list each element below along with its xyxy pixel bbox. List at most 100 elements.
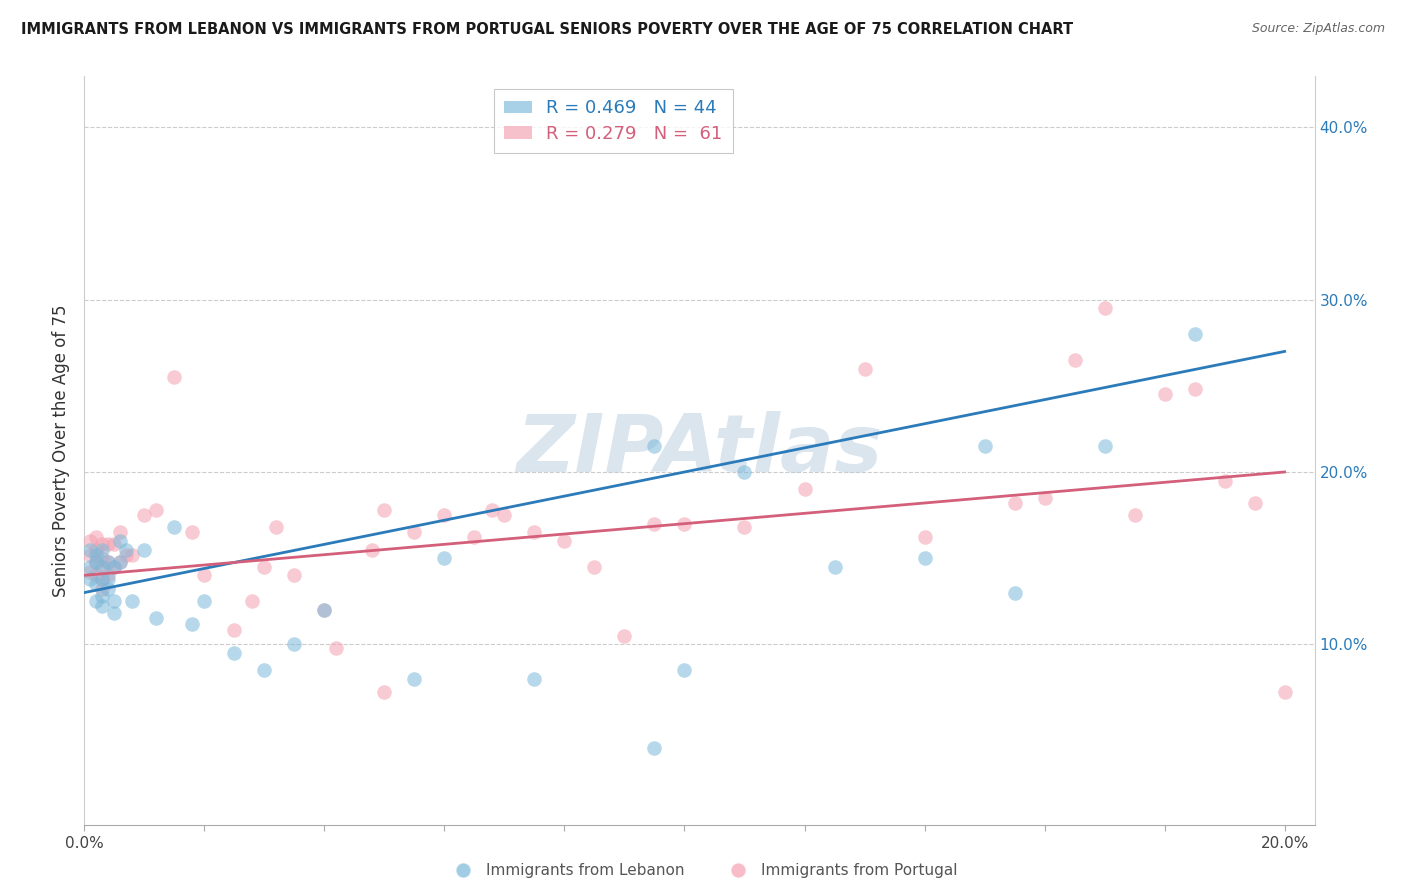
Point xyxy=(97,537,120,551)
Point xyxy=(734,465,756,479)
Point xyxy=(86,555,108,569)
Text: IMMIGRANTS FROM LEBANON VS IMMIGRANTS FROM PORTUGAL SENIORS POVERTY OVER THE AGE: IMMIGRANTS FROM LEBANON VS IMMIGRANTS FR… xyxy=(21,22,1073,37)
Point xyxy=(86,568,108,582)
Point xyxy=(404,525,426,540)
Point xyxy=(91,572,114,586)
Point xyxy=(103,606,125,620)
Point xyxy=(824,559,846,574)
Point xyxy=(253,559,276,574)
Point xyxy=(97,568,120,582)
Point xyxy=(643,439,665,453)
Point xyxy=(1243,496,1265,510)
Point xyxy=(110,533,132,548)
Point xyxy=(115,542,138,557)
Point xyxy=(613,629,636,643)
Point xyxy=(79,548,101,562)
Point xyxy=(1094,301,1116,316)
Point xyxy=(193,568,215,582)
Point xyxy=(1184,382,1206,396)
Point xyxy=(91,589,114,603)
Point xyxy=(463,531,485,545)
Point xyxy=(145,611,167,625)
Point xyxy=(103,559,125,574)
Point xyxy=(193,594,215,608)
Point xyxy=(86,542,108,557)
Point xyxy=(361,542,384,557)
Point xyxy=(793,482,815,496)
Point xyxy=(110,555,132,569)
Point xyxy=(914,551,936,566)
Point xyxy=(97,555,120,569)
Point xyxy=(181,525,204,540)
Point xyxy=(97,555,120,569)
Point xyxy=(163,520,186,534)
Point xyxy=(91,599,114,614)
Point xyxy=(97,582,120,596)
Point xyxy=(91,537,114,551)
Point xyxy=(79,572,101,586)
Point xyxy=(673,663,696,677)
Point xyxy=(91,572,114,586)
Point xyxy=(97,572,120,586)
Point xyxy=(103,594,125,608)
Point xyxy=(91,551,114,566)
Point xyxy=(643,516,665,531)
Point xyxy=(79,542,101,557)
Point xyxy=(433,551,456,566)
Point xyxy=(1063,353,1085,368)
Point xyxy=(973,439,995,453)
Point xyxy=(433,508,456,522)
Point xyxy=(583,559,606,574)
Point xyxy=(283,637,305,651)
Point xyxy=(1094,439,1116,453)
Point xyxy=(91,542,114,557)
Point xyxy=(1004,585,1026,599)
Point xyxy=(145,503,167,517)
Point xyxy=(553,533,575,548)
Point xyxy=(91,582,114,596)
Point xyxy=(91,559,114,574)
Legend: R = 0.469   N = 44, R = 0.279   N =  61: R = 0.469 N = 44, R = 0.279 N = 61 xyxy=(494,88,733,153)
Point xyxy=(1004,496,1026,510)
Point xyxy=(1274,685,1296,699)
Point xyxy=(673,516,696,531)
Point xyxy=(103,559,125,574)
Point xyxy=(494,508,516,522)
Point xyxy=(86,555,108,569)
Point xyxy=(373,503,395,517)
Point xyxy=(266,520,288,534)
Point xyxy=(79,533,101,548)
Point xyxy=(1033,491,1056,505)
Point xyxy=(734,520,756,534)
Point xyxy=(86,594,108,608)
Point xyxy=(86,531,108,545)
Point xyxy=(79,565,101,579)
Point xyxy=(86,548,108,562)
Point xyxy=(121,548,143,562)
Point xyxy=(314,603,336,617)
Point xyxy=(283,568,305,582)
Point xyxy=(643,740,665,755)
Point xyxy=(1213,474,1236,488)
Point xyxy=(115,548,138,562)
Point xyxy=(481,503,503,517)
Point xyxy=(253,663,276,677)
Point xyxy=(914,531,936,545)
Point xyxy=(134,542,156,557)
Point xyxy=(523,525,546,540)
Point xyxy=(134,508,156,522)
Point xyxy=(163,370,186,384)
Y-axis label: Seniors Poverty Over the Age of 75: Seniors Poverty Over the Age of 75 xyxy=(52,304,70,597)
Point xyxy=(224,624,246,638)
Point xyxy=(86,577,108,591)
Point xyxy=(110,555,132,569)
Point xyxy=(91,559,114,574)
Text: ZIPAtlas: ZIPAtlas xyxy=(516,411,883,490)
Point xyxy=(103,537,125,551)
Point xyxy=(121,594,143,608)
Point xyxy=(404,672,426,686)
Point xyxy=(325,640,347,655)
Point xyxy=(1184,327,1206,342)
Point xyxy=(224,646,246,660)
Legend: Immigrants from Lebanon, Immigrants from Portugal: Immigrants from Lebanon, Immigrants from… xyxy=(441,857,965,884)
